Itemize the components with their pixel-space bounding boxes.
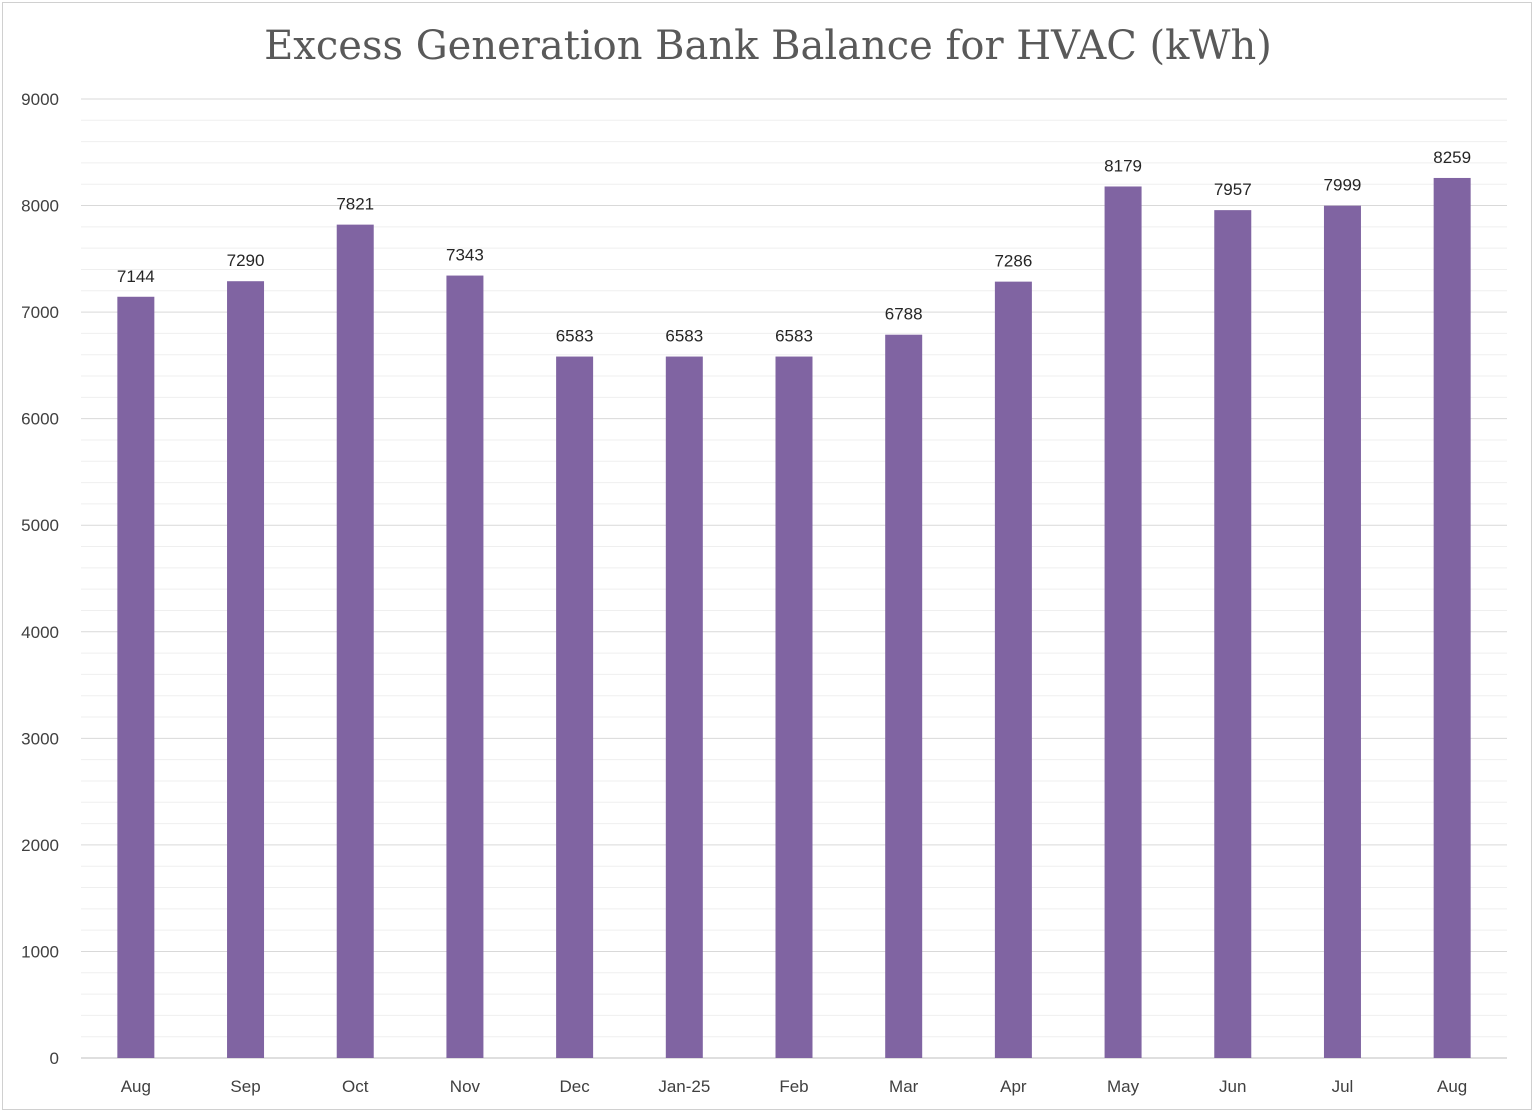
- x-category-label: Jul: [1332, 1077, 1354, 1096]
- y-tick-label: 4000: [21, 623, 59, 642]
- data-label: 7957: [1214, 180, 1252, 199]
- x-category-label: Oct: [342, 1077, 369, 1096]
- data-label: 7290: [227, 251, 265, 270]
- bar-1: [227, 281, 265, 1059]
- bar-3: [446, 275, 484, 1058]
- y-tick-label: 0: [50, 1049, 59, 1068]
- x-category-label: Nov: [450, 1077, 481, 1096]
- data-label: 7999: [1324, 176, 1362, 195]
- data-label: 7821: [336, 195, 374, 214]
- bar-6: [775, 356, 813, 1058]
- x-category-label: Jun: [1219, 1077, 1246, 1096]
- y-tick-label: 3000: [21, 729, 59, 748]
- data-label: 7286: [994, 252, 1032, 271]
- x-axis-categories: Aug Sep Oct Nov Dec Jan-25 Feb Mar Apr May Jun Jul A…: [121, 1077, 1468, 1096]
- data-labels: 7144 7290 7821 7343 6583 6583 6583 6788 7286 8179…: [117, 148, 1471, 346]
- bars: [117, 177, 1471, 1059]
- y-tick-label: 6000: [21, 410, 59, 429]
- bar-9: [1104, 186, 1142, 1058]
- x-category-label: Aug: [121, 1077, 151, 1096]
- data-label: 8179: [1104, 156, 1142, 175]
- bar-chart: 0 1000 2000 3000 4000 5000 6000 7000 8000 9000 71…: [21, 90, 1507, 1096]
- bar-4: [556, 356, 594, 1058]
- data-label: 6583: [556, 327, 594, 346]
- x-category-label: Sep: [230, 1077, 260, 1096]
- y-tick-label: 5000: [21, 516, 59, 535]
- data-label: 6788: [885, 305, 923, 324]
- bar-11: [1323, 205, 1361, 1058]
- data-label: 6583: [665, 327, 703, 346]
- y-tick-label: 2000: [21, 836, 59, 855]
- bar-8: [994, 281, 1032, 1058]
- y-tick-label: 9000: [21, 90, 59, 109]
- bar-5: [665, 356, 703, 1058]
- bar-2: [336, 224, 374, 1058]
- y-tick-label: 7000: [21, 303, 59, 322]
- y-tick-label: 8000: [21, 197, 59, 216]
- x-category-label: Jan-25: [658, 1077, 710, 1096]
- bar-0: [117, 296, 155, 1059]
- x-category-label: Aug: [1437, 1077, 1467, 1096]
- data-label: 7343: [446, 246, 484, 265]
- x-category-label: Apr: [1000, 1077, 1027, 1096]
- y-tick-label: 1000: [21, 942, 59, 961]
- bar-7: [885, 334, 923, 1058]
- bar-12: [1433, 177, 1471, 1059]
- y-axis-ticks: 0 1000 2000 3000 4000 5000 6000 7000 8000 9000: [21, 90, 59, 1068]
- data-label: 7144: [117, 267, 155, 286]
- x-category-label: Dec: [559, 1077, 590, 1096]
- x-category-label: May: [1107, 1077, 1140, 1096]
- chart-title: Excess Generation Bank Balance for HVAC …: [264, 23, 1272, 69]
- data-label: 8259: [1433, 148, 1471, 167]
- x-category-label: Feb: [779, 1077, 808, 1096]
- bar-10: [1214, 210, 1252, 1058]
- data-label: 6583: [775, 327, 813, 346]
- x-category-label: Mar: [889, 1077, 919, 1096]
